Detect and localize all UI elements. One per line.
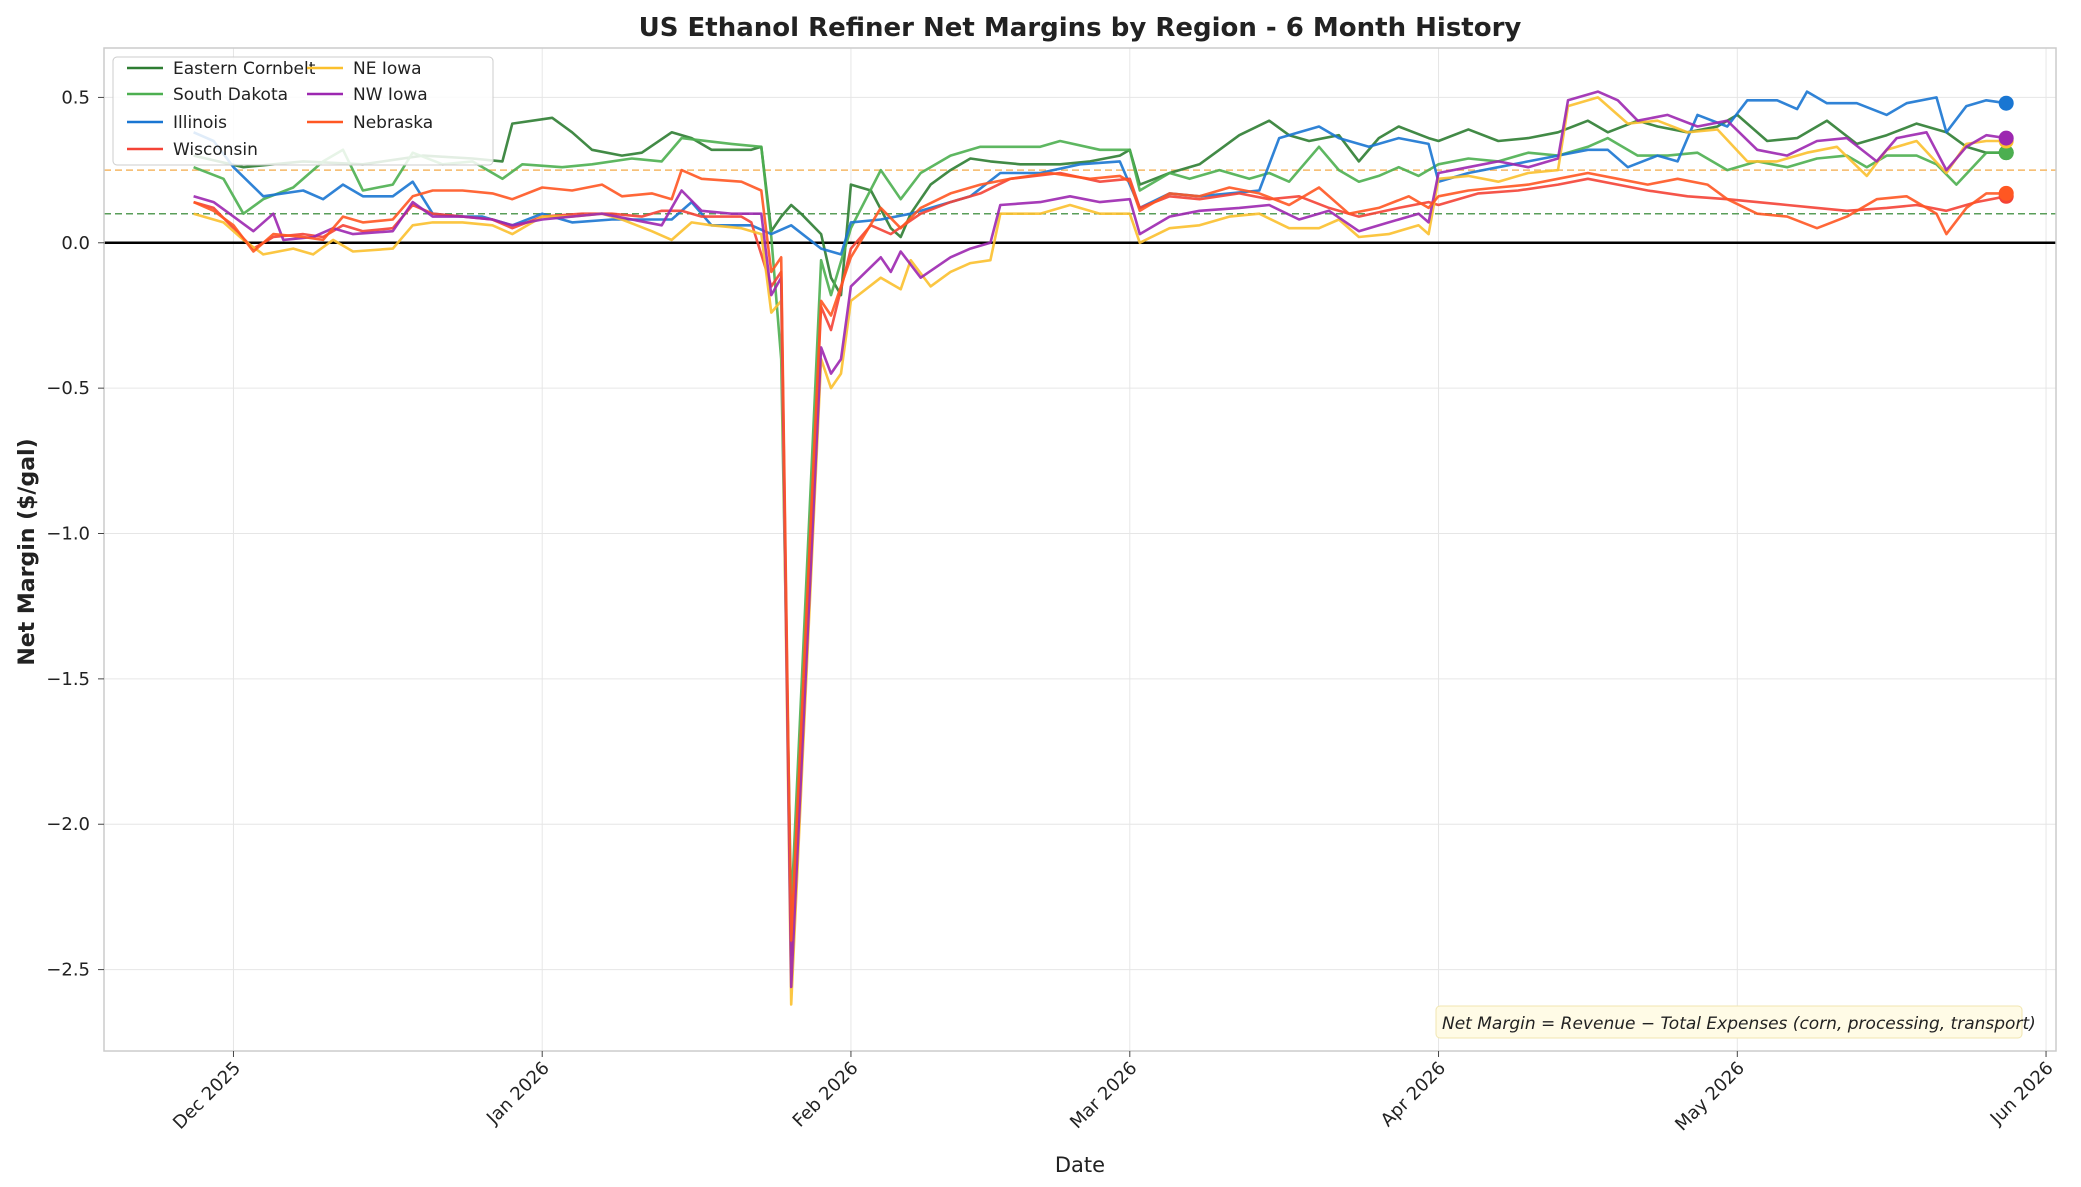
chart-title: US Ethanol Refiner Net Margins by Region… <box>639 13 1522 43</box>
legend-label: Wisconsin <box>173 140 258 160</box>
series-end-marker <box>1998 145 2014 161</box>
legend-label: NE Iowa <box>353 59 422 79</box>
y-tick-label: −1.5 <box>46 669 90 690</box>
y-tick-label: −2.0 <box>46 814 90 835</box>
series-end-marker <box>1998 130 2014 146</box>
series-line <box>193 96 2007 1006</box>
legend-label: South Dakota <box>173 85 288 105</box>
legend-label: Illinois <box>173 113 227 133</box>
series-line <box>193 168 2007 942</box>
series-end-marker <box>1998 185 2014 201</box>
plot-frame <box>103 47 2057 1052</box>
series-lines <box>193 90 2007 1006</box>
x-axis-label: Date <box>1055 1153 1105 1177</box>
y-tick-label: −0.5 <box>46 378 90 399</box>
legend: Eastern Cornbelt South Dakota Illinois Wisc… <box>112 56 494 166</box>
y-tick-label: −1.0 <box>46 524 90 545</box>
legend-label: Eastern Cornbelt <box>173 59 316 79</box>
y-axis-label: Net Margin ($/gal) <box>15 438 40 665</box>
legend-label: Nebraska <box>353 113 433 133</box>
legend-box <box>112 56 494 166</box>
series-end-marker <box>1998 95 2014 111</box>
end-markers <box>1998 95 2014 204</box>
legend-label: NW Iowa <box>353 85 428 105</box>
annotation-box <box>1435 1005 2023 1039</box>
annotation-text: Net Margin = Revenue − Total Expenses (c… <box>1442 1014 2036 1034</box>
y-tick-label: 0.0 <box>61 233 90 254</box>
series-line <box>193 171 2007 957</box>
annotation: Net Margin = Revenue − Total Expenses (c… <box>1435 1005 2036 1039</box>
y-tick-label: 0.5 <box>61 87 90 108</box>
series-line <box>193 90 2007 989</box>
series-line <box>193 136 2007 913</box>
y-tick-label: −2.5 <box>46 960 90 981</box>
